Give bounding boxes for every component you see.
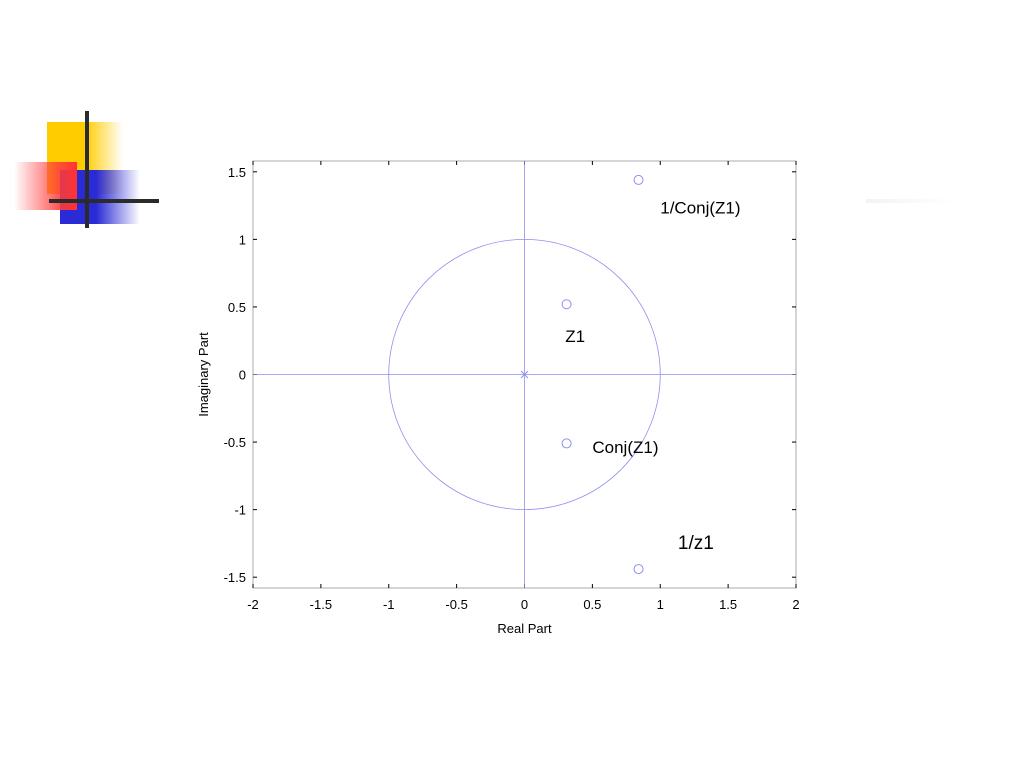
- annotation-label: Conj(Z1): [592, 438, 658, 457]
- x-tick-label: -1: [383, 597, 395, 612]
- zero-marker: [561, 438, 572, 449]
- y-axis-label: Imaginary Part: [196, 332, 211, 417]
- zero-marker: [633, 174, 644, 185]
- decor-faint-bar: [866, 199, 956, 203]
- y-tick-label: 0: [239, 368, 246, 383]
- annotation-label: Z1: [565, 327, 585, 346]
- y-tick-label: 0.5: [228, 300, 246, 315]
- unit-circle: [388, 238, 661, 511]
- y-tick-label: -0.5: [224, 435, 246, 450]
- x-tick-label: -0.5: [445, 597, 467, 612]
- slide-decoration: [0, 0, 200, 260]
- decor-vertical-line: [85, 111, 89, 228]
- x-tick-label: 0: [521, 597, 528, 612]
- x-tick-label: 1: [657, 597, 664, 612]
- x-tick-label: 1.5: [719, 597, 737, 612]
- y-tick-label: 1: [239, 232, 246, 247]
- pole-marker: [520, 370, 529, 379]
- y-tick-label: 1.5: [228, 165, 246, 180]
- x-axis-label: Real Part: [497, 621, 552, 636]
- decor-horizontal-line: [49, 199, 159, 203]
- annotation-label: 1/z1: [678, 533, 714, 554]
- zero-marker: [633, 564, 644, 575]
- x-tick-label: 0.5: [583, 597, 601, 612]
- zero-marker: [561, 299, 572, 310]
- y-tick-label: -1.5: [224, 570, 246, 585]
- x-tick-label: -1.5: [310, 597, 332, 612]
- x-tick-label: -2: [247, 597, 259, 612]
- x-tick-label: 2: [792, 597, 799, 612]
- annotation-label: 1/Conj(Z1): [660, 199, 740, 218]
- y-tick-label: -1: [234, 503, 246, 518]
